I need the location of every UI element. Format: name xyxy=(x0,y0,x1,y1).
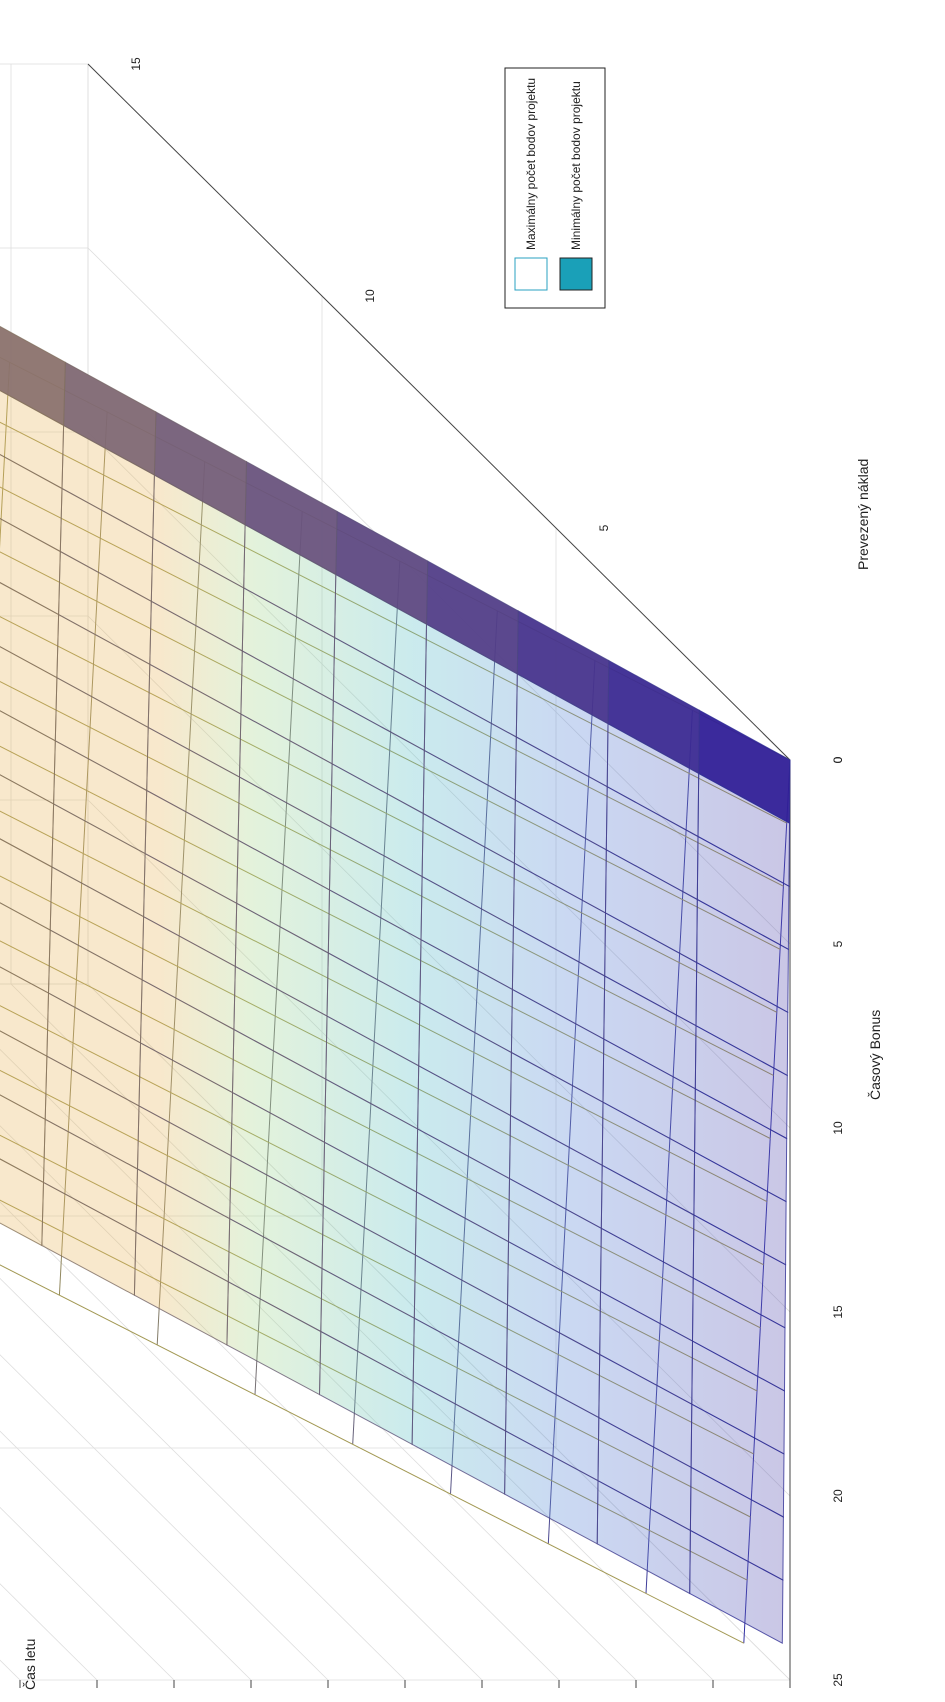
x-tick-label: 5 xyxy=(597,524,611,531)
x-axis-line xyxy=(87,63,791,761)
y-tick-label: 10 xyxy=(831,1121,845,1135)
grid-line xyxy=(0,1354,329,1681)
x-tick-label: 15 xyxy=(129,57,143,71)
y-tick-label: 25 xyxy=(831,1673,845,1687)
surface-patch xyxy=(0,902,51,994)
legend-swatch-max xyxy=(514,257,548,291)
surface-patch xyxy=(0,838,53,931)
min-surface xyxy=(0,325,791,1645)
surface-patch xyxy=(0,1158,45,1247)
surface-patch xyxy=(0,1030,48,1121)
y-tick-label: 20 xyxy=(831,1489,845,1503)
surface-patch xyxy=(0,646,58,742)
axis-ticks: 05101505101520250102030405060708090100 xyxy=(19,57,845,1688)
legend-label-max: Maximálny počet bodov projektu xyxy=(524,78,538,250)
wire-line xyxy=(0,1264,745,1644)
x-tick-label: 0 xyxy=(831,756,845,763)
surface-patch xyxy=(0,710,56,805)
legend-label-min: Minimálny počet bodov projektu xyxy=(569,81,583,250)
grid-line xyxy=(0,1430,252,1681)
y-tick-label: 5 xyxy=(831,940,845,947)
legend-swatch-min xyxy=(559,257,593,291)
surface-patch xyxy=(0,774,55,868)
surface-patch xyxy=(0,582,60,679)
z-axis-label: Čas letu xyxy=(22,1639,38,1690)
surface-patch xyxy=(0,966,50,1058)
x-tick-label: 10 xyxy=(363,289,377,303)
y-axis-label: Časový Bonus xyxy=(867,1010,883,1100)
surface-patch xyxy=(0,1094,46,1184)
y-tick-label: 0 xyxy=(831,756,845,763)
y-tick-label: 15 xyxy=(831,1305,845,1319)
surface-patch xyxy=(0,389,65,490)
grid-line xyxy=(0,1506,175,1681)
x-axis-label: Prevezený náklad xyxy=(855,459,871,570)
legend: Maximálny počet bodov projektu Minimálny… xyxy=(504,67,606,309)
surface-patch xyxy=(0,325,66,427)
grid-line xyxy=(0,1277,406,1681)
surface-patch xyxy=(0,453,63,553)
